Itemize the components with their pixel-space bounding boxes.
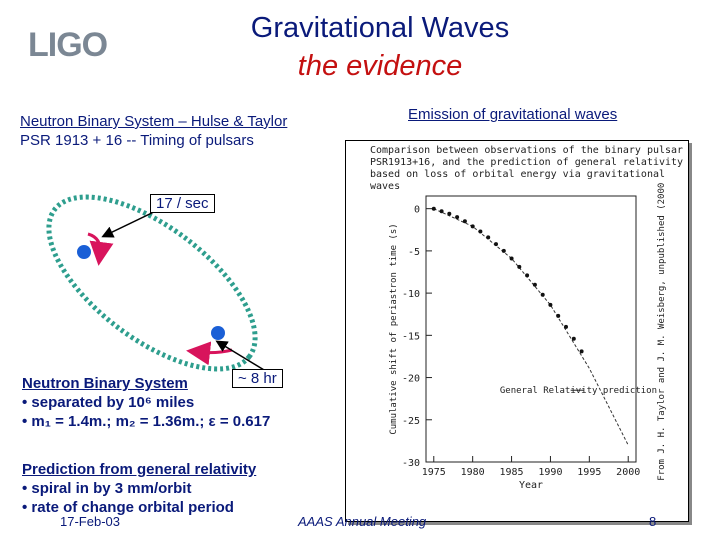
mass-bullet: • m₁ = 1.4m.; m₂ = 1.36m.; ε = 0.617 <box>22 413 271 430</box>
data-point <box>501 248 506 253</box>
companion-star <box>211 326 225 340</box>
data-point <box>532 282 537 287</box>
left-heading: Neutron Binary System – Hulse & Taylor P… <box>20 112 287 150</box>
x-tick-label: 1985 <box>500 467 524 478</box>
pulsar-plot-panel <box>345 140 689 522</box>
companion-motion-arrow <box>186 341 233 366</box>
gr-prediction-curve <box>433 208 629 446</box>
plot-caption: Comparison between observations of the b… <box>370 145 684 192</box>
data-point <box>571 336 576 341</box>
y-tick-label: -15 <box>402 331 420 342</box>
data-point <box>431 206 436 211</box>
data-point <box>494 242 498 247</box>
curve-label: General Relativity prediction <box>500 386 657 396</box>
data-point <box>548 302 553 307</box>
data-point <box>556 313 561 318</box>
rate-pointer <box>101 209 159 238</box>
data-point <box>509 256 514 261</box>
orbit-diagram <box>46 194 275 377</box>
x-axis-label: Year <box>519 480 543 491</box>
data-point <box>517 264 522 269</box>
x-tick-label: 1980 <box>461 467 485 478</box>
page-title: Gravitational Waves <box>250 12 510 44</box>
spiral-bullet: • spiral in by 3 mm/orbit <box>22 480 192 497</box>
y-tick-label: -25 <box>402 416 420 427</box>
y-tick-label: 0 <box>414 205 420 216</box>
data-point <box>579 349 584 354</box>
ligo-logo: LIGO <box>28 26 108 64</box>
footer-meeting: AAAS Annual Meeting <box>298 514 427 529</box>
data-point <box>439 209 444 214</box>
pulsar-star <box>77 245 91 259</box>
footer-date: 17-Feb-03 <box>60 514 120 529</box>
rate-label: 17 / sec <box>150 194 215 213</box>
plot-frame <box>425 195 637 463</box>
data-point <box>470 224 475 229</box>
data-point <box>462 219 467 224</box>
prediction-block: Prediction from general relativity • spi… <box>22 460 256 517</box>
data-point <box>455 215 460 220</box>
x-tick-label: 1975 <box>422 467 446 478</box>
pulsar-motion-arrow <box>87 232 114 266</box>
data-point <box>486 235 491 240</box>
period-label: ~ 8 hr <box>232 369 283 388</box>
left-heading-line2: PSR 1913 + 16 -- Timing of pulsars <box>20 132 254 149</box>
x-tick-label: 1990 <box>538 467 562 478</box>
y-tick-label: -20 <box>402 374 420 385</box>
system-title: Neutron Binary System <box>22 375 188 392</box>
left-heading-line1: Neutron Binary System – Hulse & Taylor <box>20 113 288 130</box>
separation-bullet: • separated by 10⁶ miles <box>22 394 195 411</box>
page-number: 8 <box>649 514 657 529</box>
page-subtitle: the evidence <box>297 50 463 82</box>
period-change-bullet: • rate of change orbital period <box>22 499 234 516</box>
data-point <box>525 273 530 278</box>
data-point <box>447 211 452 216</box>
data-point <box>564 324 568 329</box>
x-tick-label: 1995 <box>577 467 601 478</box>
y-tick-label: -30 <box>402 458 420 469</box>
orbit-ellipse <box>46 194 258 372</box>
prediction-title: Prediction from general relativity <box>22 461 257 478</box>
data-point <box>478 229 483 234</box>
y-tick-label: -5 <box>408 247 420 258</box>
right-heading: Emission of gravitational waves <box>408 106 618 123</box>
system-details: Neutron Binary System • separated by 10⁶… <box>22 374 270 431</box>
x-tick-label: 2000 <box>616 467 640 478</box>
plot-credit: From J. H. Taylor and J. M. Weisberg, un… <box>657 182 667 481</box>
data-point <box>540 292 545 297</box>
y-axis-label: Cumulative shift of periastron time (s) <box>389 223 399 434</box>
y-tick-label: -10 <box>402 289 420 300</box>
